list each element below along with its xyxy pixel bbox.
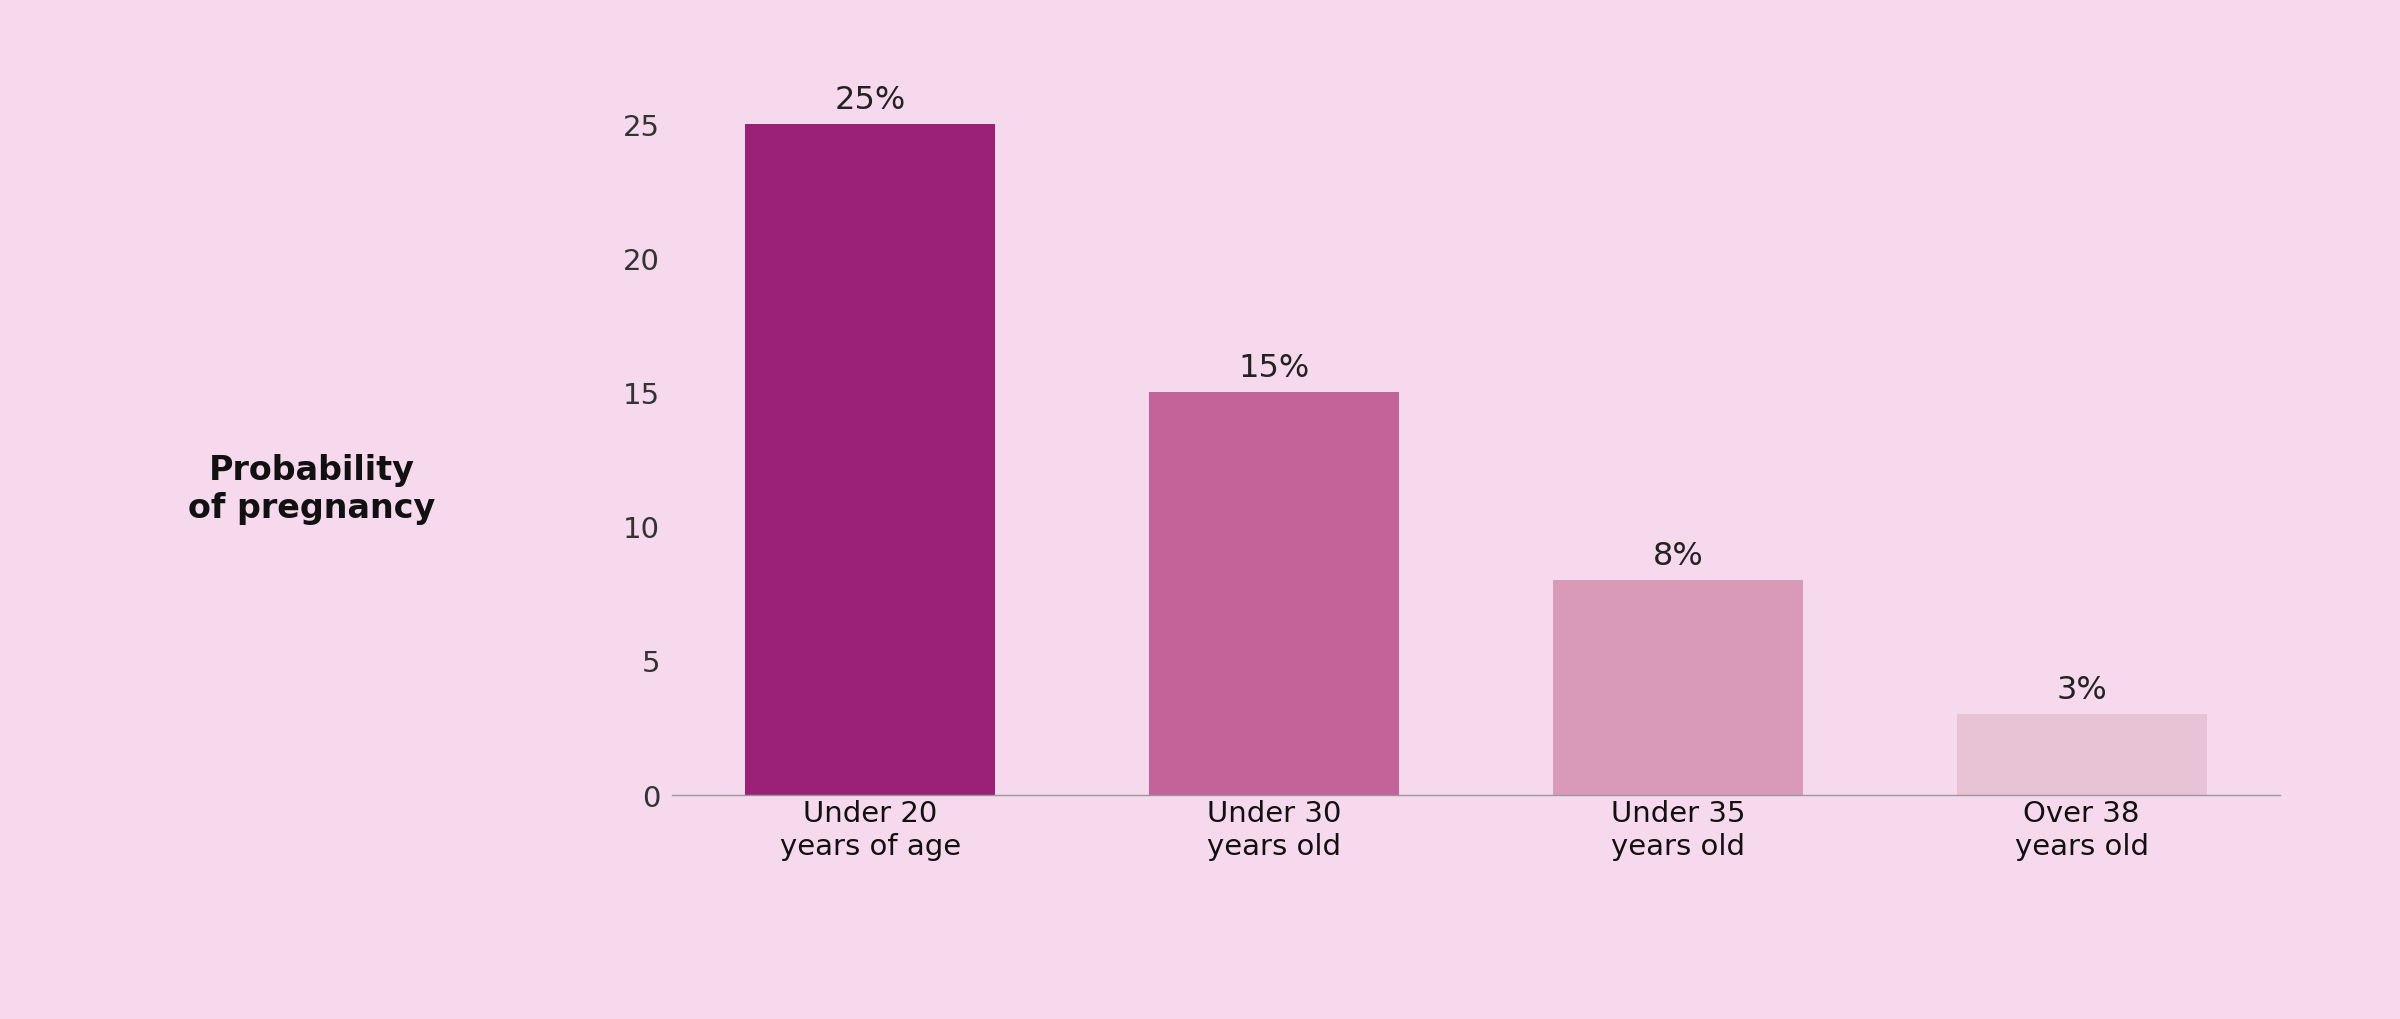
Text: 25%: 25% [835, 85, 905, 115]
Text: Probability
of pregnancy: Probability of pregnancy [187, 453, 437, 525]
Bar [1150, 393, 1399, 795]
Text: 3%: 3% [2057, 675, 2107, 705]
Bar [1956, 714, 2208, 795]
Text: 15%: 15% [1238, 353, 1310, 383]
Bar [744, 125, 996, 795]
Bar [1553, 581, 1802, 795]
Text: 8%: 8% [1654, 540, 1704, 571]
